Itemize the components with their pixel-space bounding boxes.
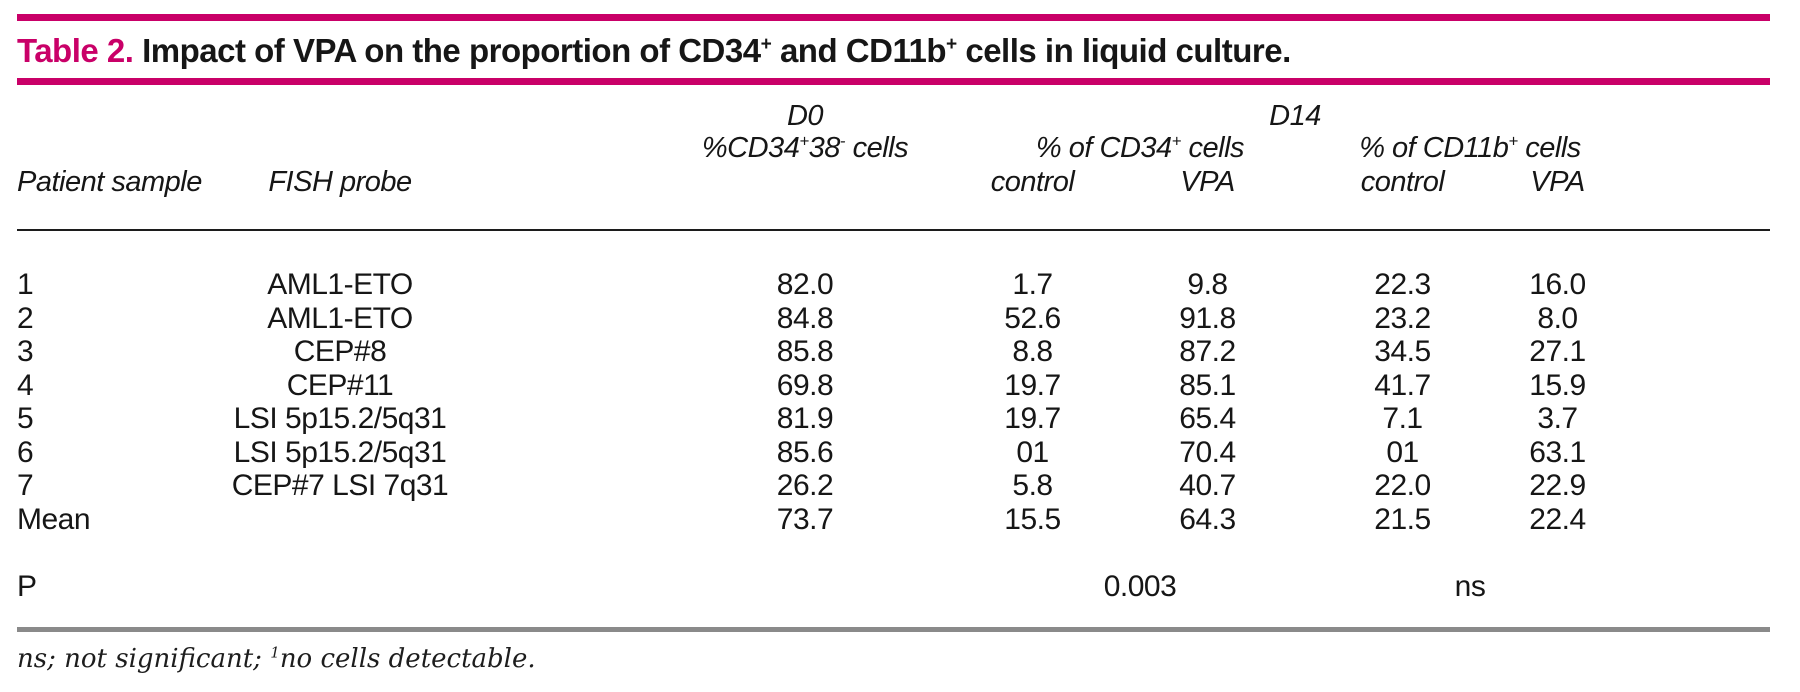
table-row: 3 CEP#8 85.8 8.8 87.2 34.5 27.1 <box>17 335 1770 369</box>
table-row-mean: Mean 73.7 15.5 64.3 21.5 22.4 <box>17 503 1770 537</box>
cell-cd11b-control: 22.3 <box>1374 268 1431 301</box>
header-row-day-labels: D0 D14 <box>17 101 1770 132</box>
cell-cd11b-control: 01 <box>1386 435 1419 469</box>
table-row: 2 AML1-ETO 84.8 52.6 91.8 23.2 8.0 <box>17 302 1770 336</box>
cell-cd34-control: 5.8 <box>1012 469 1053 502</box>
cell-d0-pct: 26.2 <box>776 469 834 502</box>
cell-fish-probe: CEP#11 <box>286 368 394 402</box>
header-pct-cd34-cells: % of CD34+ cells <box>1035 131 1245 164</box>
cell-cd34-vpa: 65.4 <box>1179 402 1236 435</box>
cell-cd11b-control: 34.5 <box>1374 335 1431 368</box>
cell-cd34-control: 01 <box>1016 435 1049 469</box>
cell-cd11b-control: 23.2 <box>1374 301 1431 335</box>
table-row: 1 AML1-ETO 82.0 1.7 9.8 22.3 16.0 <box>17 268 1770 302</box>
cell-cd11b-control: 7.1 <box>1382 402 1423 435</box>
header-cd34-control: control <box>990 166 1075 198</box>
cell-fish-probe: CEP#8 <box>293 335 387 368</box>
cell-cd34-vpa: 91.8 <box>1179 301 1236 335</box>
cell-fish-probe: LSI 5p15.2/5q31 <box>233 435 447 469</box>
cell-cd34-vpa: 40.7 <box>1179 469 1236 502</box>
p-value-cd34: 0.003 <box>1103 570 1177 603</box>
cell-cd34-control: 8.8 <box>1012 335 1053 368</box>
cell-fish-probe <box>210 503 470 537</box>
cell-cd11b-control: 41.7 <box>1374 368 1431 402</box>
cell-patient: Mean <box>17 502 91 536</box>
cell-patient: 4 <box>17 368 34 402</box>
p-value-row: P 0.003 ns <box>17 570 1770 604</box>
cell-cd11b-vpa: 3.7 <box>1537 402 1578 435</box>
table-title-text-3: cells in liquid culture. <box>956 32 1291 69</box>
cell-d0-pct: 81.9 <box>776 402 834 435</box>
cell-cd34-vpa: 64.3 <box>1179 502 1236 536</box>
cell-fish-probe: CEP#7 LSI 7q31 <box>231 469 449 502</box>
header-cd11b-vpa: VPA <box>1530 166 1585 198</box>
cell-cd34-vpa: 70.4 <box>1179 435 1236 469</box>
cell-d0-pct: 85.8 <box>776 335 834 368</box>
header-pct-cd11b-cells: % of CD11b+ cells <box>1359 131 1581 164</box>
cell-cd11b-vpa: 22.4 <box>1529 502 1586 536</box>
table-title-text-1: Impact of VPA on the proportion of CD34 <box>133 32 761 69</box>
table-title-text-2: and CD11b <box>771 32 947 69</box>
cell-cd11b-vpa: 8.0 <box>1537 301 1578 335</box>
cell-cd11b-vpa: 22.9 <box>1529 469 1586 502</box>
cell-cd34-control: 52.6 <box>1004 301 1061 335</box>
cell-patient: 7 <box>17 469 34 502</box>
cell-cd11b-vpa: 15.9 <box>1529 368 1586 402</box>
table-body: 1 AML1-ETO 82.0 1.7 9.8 22.3 16.0 2 AML1… <box>0 268 1800 536</box>
footnote-divider-rule <box>17 627 1770 632</box>
header-d14: D14 <box>1269 100 1321 132</box>
cell-cd11b-vpa: 16.0 <box>1529 268 1586 301</box>
cell-cd11b-control: 21.5 <box>1374 502 1431 536</box>
table-title-sup-2: + <box>946 34 957 55</box>
cell-fish-probe: AML1-ETO <box>267 301 413 335</box>
header-patient-sample: Patient sample <box>17 166 202 198</box>
cell-cd34-control: 19.7 <box>1004 368 1061 402</box>
footnote-text-2: no cells detectable. <box>279 644 536 674</box>
header-row-column-labels: Patient sample FISH probe control VPA co… <box>17 167 1770 198</box>
table-row: 4 CEP#11 69.8 19.7 85.1 41.7 15.9 <box>17 369 1770 403</box>
header-cd11b-control: control <box>1360 166 1445 198</box>
cell-cd11b-vpa: 63.1 <box>1529 435 1586 469</box>
top-accent-rule <box>17 14 1770 21</box>
header-d0: D0 <box>786 100 824 132</box>
footnote-sup: 1 <box>270 643 280 662</box>
cell-d0-pct: 69.8 <box>776 368 834 402</box>
table-title-number: Table 2. <box>17 32 134 69</box>
cell-cd34-control: 19.7 <box>1004 402 1061 435</box>
cell-d0-pct: 82.0 <box>776 268 834 301</box>
cell-patient: 2 <box>17 301 34 335</box>
cell-cd11b-control: 22.0 <box>1374 469 1431 502</box>
cell-patient: 6 <box>17 435 34 469</box>
p-label: P <box>17 570 37 603</box>
table-title: Table 2. Impact of VPA on the proportion… <box>17 32 1770 70</box>
cell-cd34-vpa: 87.2 <box>1179 335 1236 368</box>
header-cd34-vpa: VPA <box>1180 166 1235 198</box>
table-row: 6 LSI 5p15.2/5q31 85.6 01 70.4 01 63.1 <box>17 436 1770 470</box>
cell-cd11b-vpa: 27.1 <box>1529 335 1586 368</box>
header-fish-probe: FISH probe <box>268 166 412 198</box>
header-divider-rule <box>17 229 1770 231</box>
cell-fish-probe: AML1-ETO <box>267 268 413 301</box>
table-row: 5 LSI 5p15.2/5q31 81.9 19.7 65.4 7.1 3.7 <box>17 402 1770 436</box>
header-row-group-labels: %CD34+38- cells % of CD34+ cells % of CD… <box>17 131 1770 164</box>
table-row: 7 CEP#7 LSI 7q31 26.2 5.8 40.7 22.0 22.9 <box>17 469 1770 503</box>
cell-d0-pct: 84.8 <box>776 301 834 335</box>
cell-cd34-vpa: 9.8 <box>1187 268 1228 301</box>
p-value-cd11b: ns <box>1454 570 1486 603</box>
header-cd34-38-cells: %CD34+38- cells <box>701 131 909 164</box>
cell-patient: 1 <box>17 268 34 301</box>
cell-patient: 3 <box>17 335 34 368</box>
footnote-text-1: ns; not significant; <box>17 644 271 674</box>
title-bottom-accent-rule <box>17 78 1770 85</box>
cell-fish-probe: LSI 5p15.2/5q31 <box>233 402 447 435</box>
cell-d0-pct: 73.7 <box>776 502 834 536</box>
cell-patient: 5 <box>17 402 34 435</box>
cell-cd34-control: 15.5 <box>1004 502 1061 536</box>
cell-cd34-vpa: 85.1 <box>1179 368 1236 402</box>
table-title-sup-1: + <box>760 34 772 55</box>
table-footnote: ns; not significant; 1no cells detectabl… <box>17 644 1770 674</box>
cell-d0-pct: 85.6 <box>776 435 834 469</box>
cell-cd34-control: 1.7 <box>1012 268 1053 301</box>
